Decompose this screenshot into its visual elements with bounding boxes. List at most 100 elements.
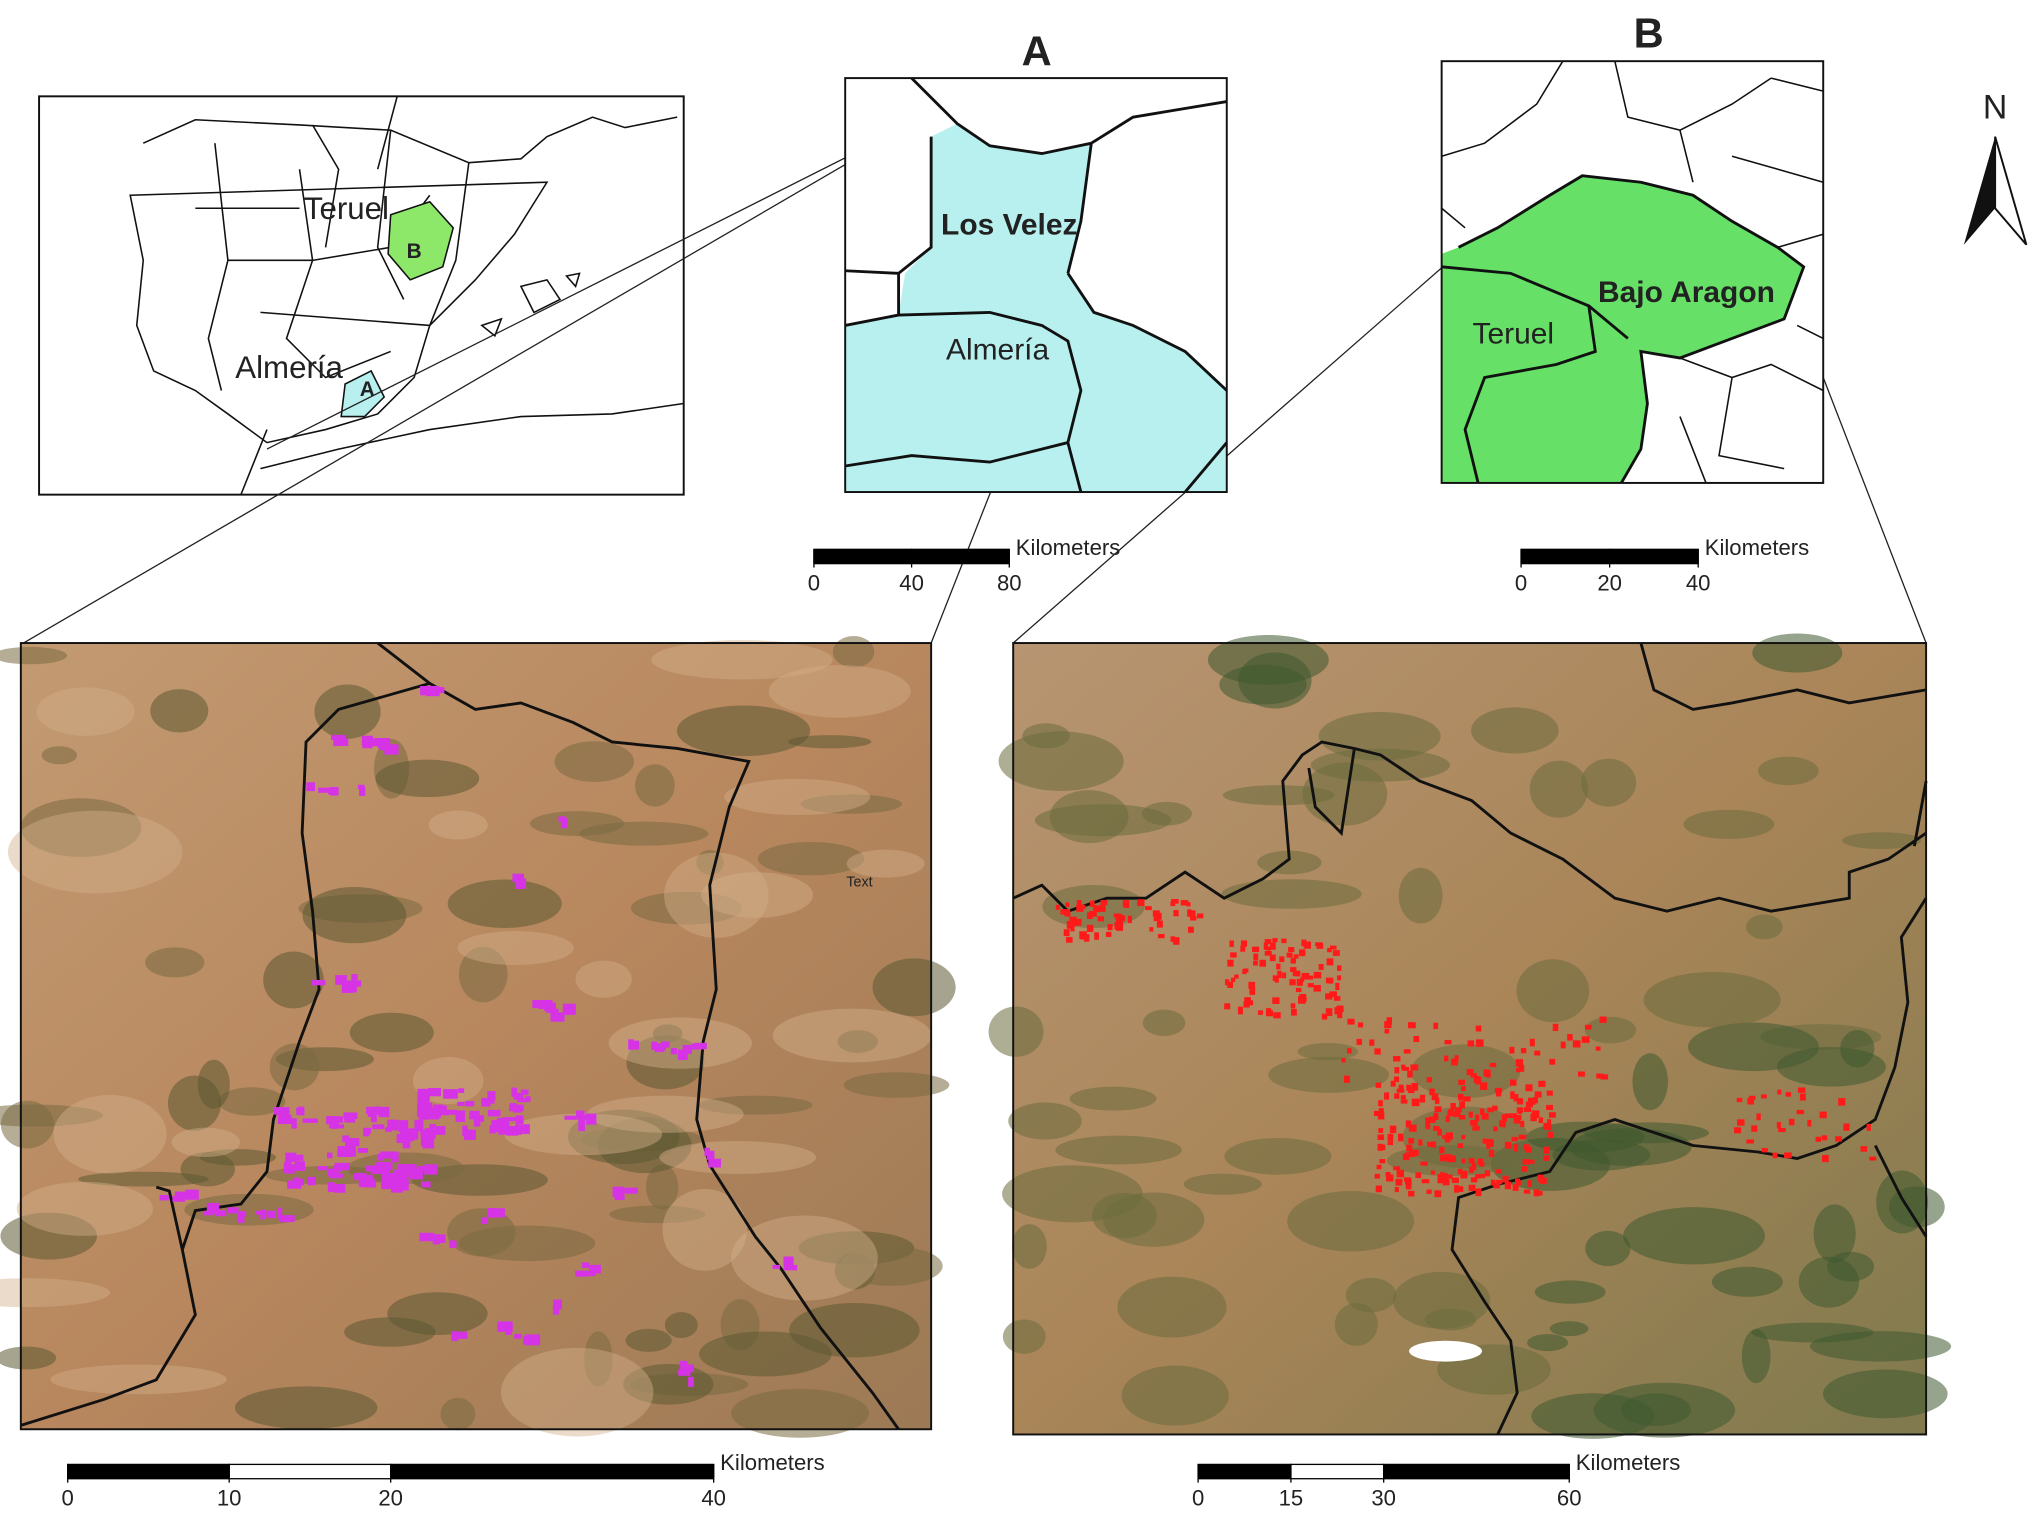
detected-pixel (202, 1210, 214, 1216)
detected-pixel (1425, 1117, 1432, 1123)
detected-pixel (538, 999, 553, 1009)
panel-frame (844, 77, 1228, 494)
detected-pixel (1548, 1112, 1556, 1118)
detected-pixel (1433, 1125, 1440, 1131)
detected-pixel (1543, 1155, 1550, 1161)
detected-pixel (688, 1376, 694, 1387)
vegetation (800, 794, 903, 814)
detected-pixel (1584, 1024, 1592, 1030)
detected-pixel (1329, 991, 1337, 998)
vegetation (145, 947, 205, 978)
panel-frame (1440, 60, 1825, 484)
vegetation (623, 1364, 714, 1405)
detected-pixel (421, 1107, 434, 1116)
detected-pixel (1369, 1039, 1375, 1046)
scale-tick-label: 40 (899, 570, 924, 595)
vegetation (440, 1397, 476, 1431)
detected-pixel (552, 1305, 560, 1315)
detected-pixel (345, 980, 362, 987)
detected-pixel (1377, 1143, 1383, 1151)
detected-pixel (520, 1089, 529, 1095)
detected-pixel (706, 1150, 715, 1160)
detected-pixel (1737, 1119, 1745, 1126)
scale-tick-label: 15 (1279, 1485, 1304, 1510)
detected-pixel (1387, 1141, 1394, 1146)
detected-pixel (1441, 1178, 1449, 1183)
detected-pixel (291, 1118, 297, 1129)
bare-ground (36, 687, 135, 736)
detected-pixel (1071, 922, 1077, 927)
detected-pixel (1513, 1143, 1519, 1152)
detected-pixel (1494, 1087, 1503, 1093)
scale-segment (910, 548, 1010, 565)
detected-pixel (1428, 1116, 1436, 1123)
detected-pixel (1276, 963, 1281, 970)
detected-pixel (1468, 1158, 1475, 1164)
detected-pixel (409, 1133, 415, 1141)
detected-pixel (1543, 1146, 1550, 1154)
detected-pixel (560, 817, 568, 829)
detected-pixel (678, 1369, 691, 1376)
detected-pixel (1749, 1095, 1756, 1100)
vegetation (1751, 1322, 1874, 1343)
detected-pixel (1173, 937, 1180, 945)
satellite-frame (19, 642, 933, 1431)
detected-pixel (1600, 1074, 1609, 1080)
vegetation (757, 841, 865, 876)
map-label: Almería (235, 350, 343, 385)
vegetation (263, 951, 324, 1009)
vegetation (584, 1331, 613, 1387)
detected-pixel (1273, 1012, 1281, 1019)
vegetation (1527, 1334, 1569, 1352)
detected-pixel (1337, 975, 1342, 981)
detected-pixel (1482, 1138, 1489, 1144)
inset-frame (38, 95, 685, 496)
detected-pixel (1434, 1190, 1442, 1198)
detected-pixel (327, 1152, 333, 1159)
detected-pixel (239, 1211, 247, 1217)
detected-pixel (1384, 1028, 1390, 1034)
detected-pixel (1426, 1189, 1432, 1194)
scale-segment (1608, 548, 1699, 565)
map-label: Bajo Aragon (1598, 276, 1775, 309)
detected-pixel (422, 1138, 435, 1149)
detected-pixel (1490, 1179, 1496, 1186)
detected-pixel (1115, 921, 1124, 929)
detected-pixel (318, 787, 330, 793)
detected-pixel (1470, 1120, 1478, 1126)
detected-pixel (511, 1087, 518, 1097)
detected-pixel (1264, 939, 1272, 945)
detected-pixel (1537, 1190, 1543, 1196)
detected-pixel (1389, 1125, 1397, 1134)
detected-pixel (378, 1162, 393, 1171)
detected-pixel (1475, 1114, 1480, 1122)
scale-tick-label: 60 (1557, 1485, 1582, 1510)
vegetation (1842, 832, 1922, 850)
detected-pixel (327, 1168, 339, 1177)
detected-pixel (564, 1115, 577, 1120)
detected-pixel (1295, 987, 1302, 993)
detected-pixel (1343, 1075, 1350, 1083)
vegetation (1049, 790, 1129, 844)
detected-pixel (1445, 1115, 1450, 1123)
vegetation (998, 731, 1124, 791)
detected-pixel (1083, 934, 1090, 942)
detected-pixel (1313, 985, 1321, 992)
vegetation (1623, 1207, 1766, 1265)
detected-pixel (465, 1100, 475, 1107)
detected-pixel (1511, 1136, 1518, 1142)
detected-pixel (489, 1124, 496, 1134)
islands (260, 272, 684, 470)
detected-pixel (1229, 940, 1234, 947)
detected-pixel (1377, 1112, 1385, 1120)
detected-pixel (682, 1044, 693, 1054)
detected-pixel (469, 1110, 480, 1120)
detected-pixel (1788, 1118, 1795, 1126)
detected-pixel (397, 1179, 409, 1191)
detected-pixel (1736, 1097, 1743, 1103)
detected-pixel (514, 1333, 522, 1339)
vegetation (1585, 1230, 1631, 1267)
vegetation (1257, 850, 1322, 875)
detected-pixel (1431, 1141, 1437, 1148)
detected-pixel (346, 1145, 356, 1157)
